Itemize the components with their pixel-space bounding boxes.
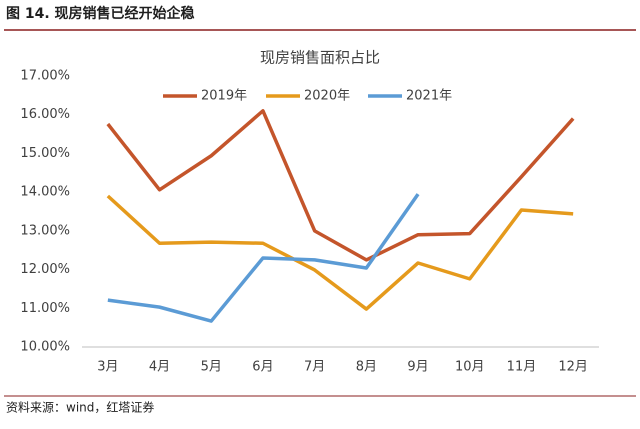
figure-header: 图 14. 现房销售已经开始企稳 (6, 5, 195, 22)
y-tick-label: 12.00% (20, 262, 70, 277)
x-tick-label: 7月 (304, 360, 325, 375)
x-tick-label: 8月 (356, 360, 377, 375)
series-line (106, 109, 575, 262)
y-tick-label: 14.00% (20, 185, 70, 200)
x-tick-label: 4月 (149, 360, 170, 375)
x-tick-label: 5月 (201, 360, 222, 375)
chart-title: 现房销售面积占比 (260, 49, 380, 67)
x-tick-label: 3月 (97, 360, 118, 375)
y-tick-label: 16.00% (20, 107, 70, 122)
source-note: 资料来源：wind，红塔证券 (6, 400, 154, 415)
y-tick-label: 17.00% (20, 69, 70, 84)
y-tick-label: 10.00% (20, 340, 70, 355)
x-tick-label: 9月 (407, 360, 428, 375)
x-tick-label: 11月 (507, 360, 537, 375)
legend-label: 2020年 (304, 89, 350, 104)
x-tick-label: 6月 (252, 360, 273, 375)
series-line (106, 194, 574, 311)
y-tick-label: 15.00% (20, 146, 70, 161)
y-tick-label: 13.00% (20, 223, 70, 238)
y-tick-label: 11.00% (20, 301, 70, 316)
x-tick-label: 10月 (455, 360, 485, 375)
series-line (107, 193, 420, 323)
legend-label: 2019年 (201, 89, 247, 104)
legend-label: 2021年 (406, 89, 452, 104)
x-tick-label: 12月 (558, 360, 588, 375)
